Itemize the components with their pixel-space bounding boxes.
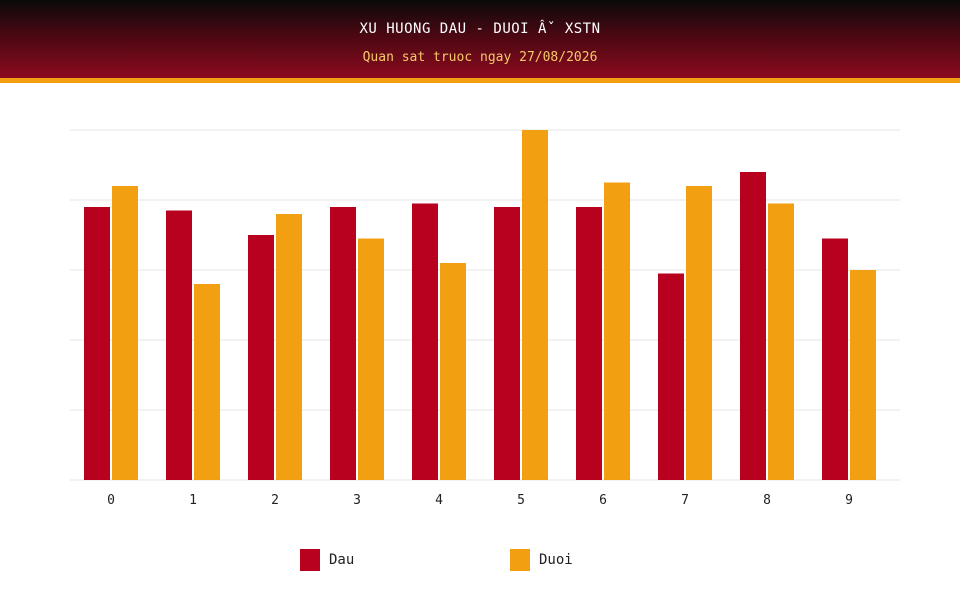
bar-dau-9 [822,238,848,480]
bar-dau-3 [330,207,356,480]
bar-duoi-4 [440,263,466,480]
x-tick-label-3: 3 [353,493,361,508]
bar-dau-1 [166,210,192,480]
legend: Dau Duoi [0,549,960,573]
x-tick-label-6: 6 [599,493,607,508]
bar-dau-0 [84,207,110,480]
bar-dau-8 [740,172,766,480]
chart-subtitle: Quan sat truoc ngay 27/08/2026 [362,50,598,65]
x-tick-label-0: 0 [107,493,115,508]
header-accent-stripe [0,78,960,83]
legend-swatch-duoi [510,549,530,571]
legend-swatch-dau [300,549,320,571]
chart-title: XU HUONG DAU - DUOI Âˇ XSTN [359,21,601,37]
x-tick-label-8: 8 [763,493,771,508]
bar-duoi-5 [522,130,548,480]
bars [84,130,876,480]
bar-chart: 0 1 2 3 4 5 6 7 8 9 [70,129,900,508]
x-tick-label-2: 2 [271,493,279,508]
x-tick-labels: 0 1 2 3 4 5 6 7 8 9 [107,493,853,508]
bar-duoi-0 [112,186,138,480]
bar-duoi-8 [768,203,794,480]
bar-dau-5 [494,207,520,480]
bar-duoi-2 [276,214,302,480]
x-tick-label-7: 7 [681,493,689,508]
legend-label-duoi: Duoi [539,552,573,568]
chart-header: XU HUONG DAU - DUOI Âˇ XSTN Quan sat tru… [0,0,960,78]
bar-duoi-1 [194,284,220,480]
bar-duoi-7 [686,186,712,480]
x-tick-label-9: 9 [845,493,853,508]
x-tick-label-4: 4 [435,493,443,508]
bar-dau-7 [658,273,684,480]
bar-duoi-6 [604,182,630,480]
bar-duoi-3 [358,238,384,480]
x-tick-label-1: 1 [189,493,197,508]
bar-dau-2 [248,235,274,480]
legend-label-dau: Dau [329,552,355,568]
x-tick-label-5: 5 [517,493,525,508]
bar-dau-6 [576,207,602,480]
bar-dau-4 [412,203,438,480]
bar-duoi-9 [850,270,876,480]
